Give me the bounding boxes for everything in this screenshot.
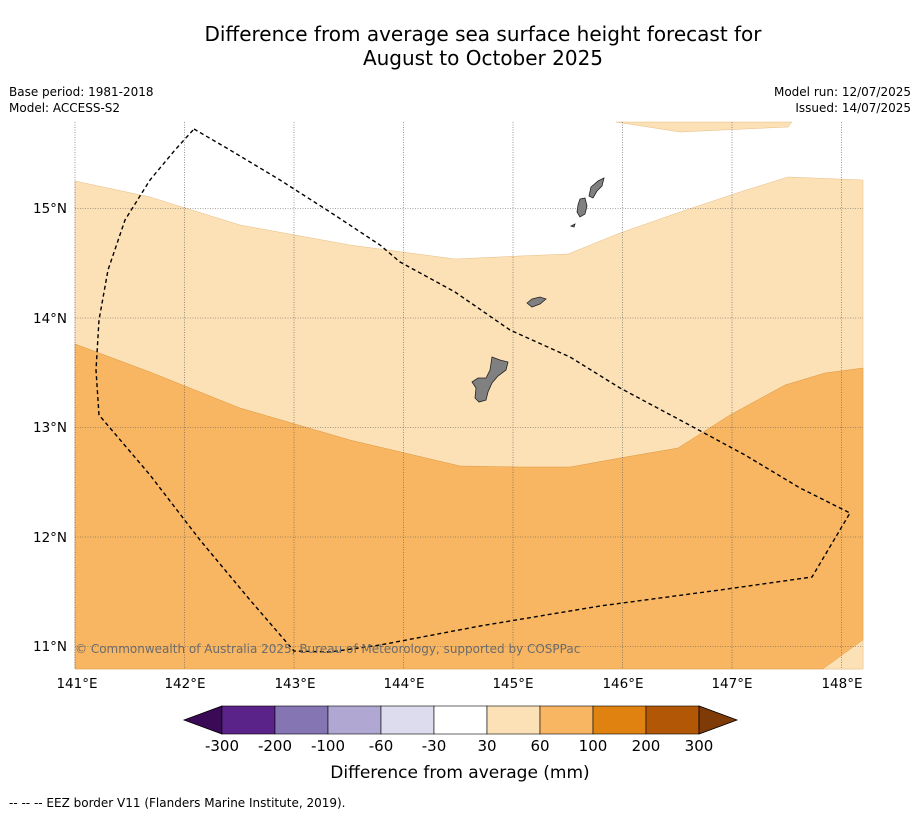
- colorbar-swatch: [592, 705, 647, 735]
- lat-tick-13: 13°N: [33, 420, 67, 436]
- colorbar-swatch: [380, 705, 435, 735]
- lat-tick-14: 14°N: [33, 311, 67, 327]
- island-tinian: [576, 197, 588, 218]
- island-saipan: [588, 177, 605, 199]
- colorbar-swatch: [645, 705, 700, 735]
- colorbar-label: 300: [685, 737, 714, 755]
- chart-title: Difference from average sea surface heig…: [0, 22, 919, 70]
- colorbar-label: -30: [422, 737, 447, 755]
- title-line-1: Difference from average sea surface heig…: [204, 22, 762, 46]
- gridlines: [74, 122, 863, 669]
- lon-tick-142: 142°E: [164, 676, 205, 692]
- model-name: Model: ACCESS-S2: [9, 101, 121, 115]
- eez-legend-footer: -- -- -- EEZ border V11 (Flanders Marine…: [9, 796, 346, 810]
- lon-tick-147: 147°E: [711, 676, 752, 692]
- colorbar-label: 100: [579, 737, 608, 755]
- colorbar-swatch: [539, 705, 594, 735]
- meta-left: Base period: 1981-2018 Model: ACCESS-S2: [9, 84, 154, 116]
- lon-tick-144: 144°E: [383, 676, 424, 692]
- colorbar-label: 200: [632, 737, 661, 755]
- colorbar-title: Difference from average (mm): [330, 763, 589, 783]
- lon-tick-146: 146°E: [602, 676, 643, 692]
- base-period: Base period: 1981-2018: [9, 85, 154, 99]
- colorbar-label: -60: [369, 737, 394, 755]
- islands: [471, 177, 605, 403]
- colorbar-swatch: [486, 705, 541, 735]
- island-guam: [471, 356, 509, 403]
- colorbar-swatch: [221, 705, 276, 735]
- colorbar-swatch: [327, 705, 382, 735]
- lon-tick-145: 145°E: [492, 676, 533, 692]
- model-run: Model run: 12/07/2025: [773, 85, 911, 99]
- colorbar: -300 -200 -100 -60 -30 30 60 100 200 300: [182, 705, 739, 755]
- contour-30-60-north: [615, 121, 793, 133]
- lon-tick-148: 148°E: [821, 676, 862, 692]
- colorbar-swatch: [433, 705, 488, 735]
- lat-tick-11: 11°N: [33, 639, 67, 655]
- island-rota: [526, 296, 547, 308]
- meta-right: Model run: 12/07/2025 Issued: 14/07/2025: [774, 84, 911, 116]
- eez-border: [95, 128, 851, 653]
- copyright-text: © Commonwealth of Australia 2025, Bureau…: [75, 642, 580, 656]
- colorbar-swatch: [274, 705, 329, 735]
- colorbar-extend-high: [698, 705, 739, 735]
- lon-tick-143: 143°E: [274, 676, 315, 692]
- lon-tick-141: 141°E: [56, 676, 97, 692]
- lon-tick-labels: 141°E 142°E 143°E 144°E 145°E 146°E 147°…: [56, 676, 862, 692]
- colorbar-label: 30: [477, 737, 496, 755]
- colorbar-extend-low: [182, 705, 223, 735]
- colorbar-label: -300: [205, 737, 239, 755]
- lat-tick-labels: 15°N 14°N 13°N 12°N 11°N: [33, 201, 67, 655]
- title-line-2: August to October 2025: [362, 46, 604, 70]
- map-panel: © Commonwealth of Australia 2025, Bureau…: [74, 121, 864, 670]
- lat-tick-15: 15°N: [33, 201, 67, 217]
- contour-30-60-southeast: [822, 639, 864, 670]
- colorbar-label: -200: [258, 737, 292, 755]
- colorbar-label: -100: [311, 737, 345, 755]
- colorbar-label: 60: [530, 737, 549, 755]
- lat-tick-12: 12°N: [33, 530, 67, 546]
- issued-date: Issued: 14/07/2025: [795, 101, 911, 115]
- island-aguijan: [569, 223, 576, 228]
